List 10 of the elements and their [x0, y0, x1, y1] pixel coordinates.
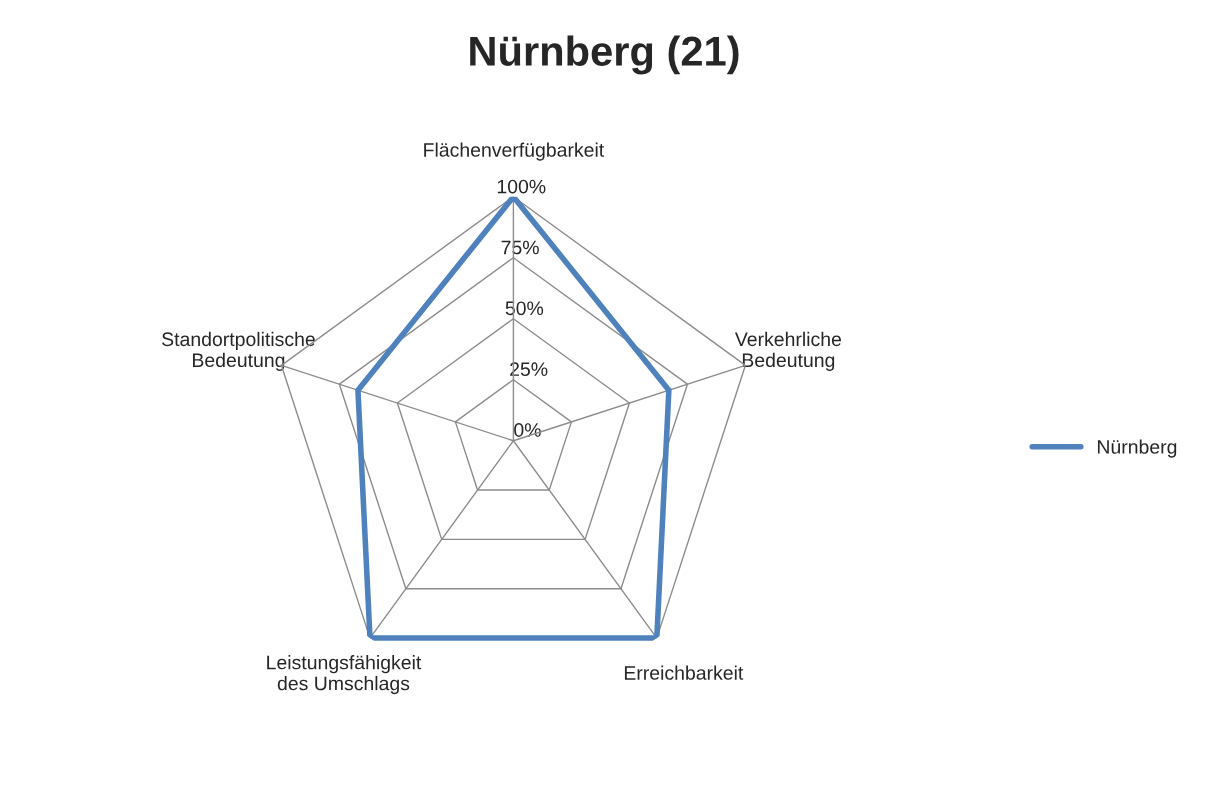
y-tick-label: 100%: [497, 179, 546, 194]
y-tick-label: 25%: [510, 362, 548, 377]
spoke-label: Flächenverfügbarkeit: [424, 142, 605, 161]
spoke-label: Standortpolitische Bedeutung: [162, 331, 315, 371]
y-tick-label: 0%: [514, 423, 541, 437]
chart-title: Nürnberg (21): [470, 35, 739, 75]
spoke-label: Verkehrliche Bedeutung: [734, 331, 841, 371]
spoke-label: Erreichbarkeit: [624, 665, 744, 680]
spoke-label: Leistungsfähigkeit des Umschlags: [267, 655, 422, 695]
legend-label: Nürnberg: [1097, 439, 1177, 458]
